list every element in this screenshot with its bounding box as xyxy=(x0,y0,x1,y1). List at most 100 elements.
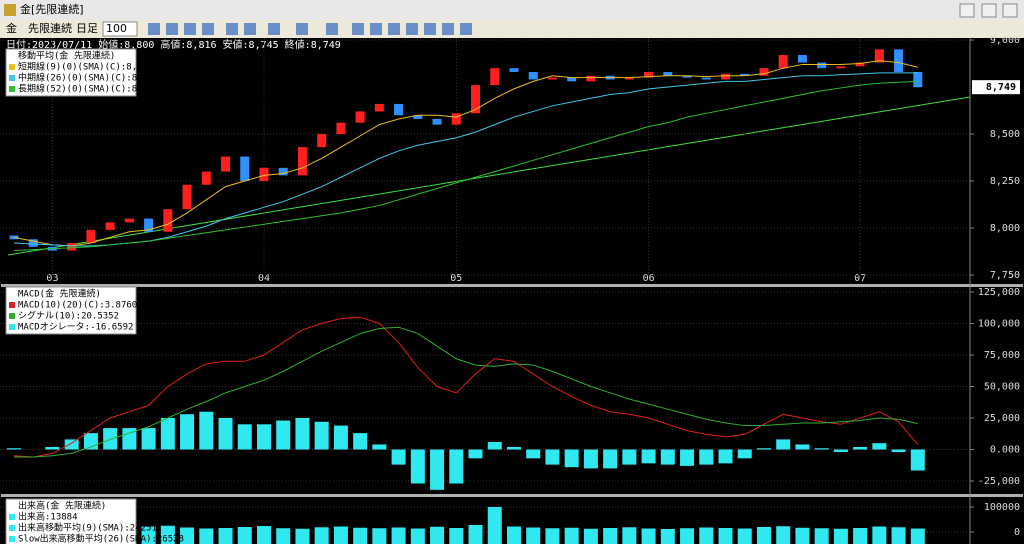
candle-body xyxy=(86,229,96,244)
oscillator-bar xyxy=(372,444,387,450)
oscillator-bar xyxy=(314,421,329,450)
volume-bar xyxy=(776,526,791,544)
volume-bar xyxy=(199,528,214,544)
volume-bar xyxy=(468,525,483,544)
candle-body xyxy=(67,243,77,251)
volume-bar xyxy=(391,527,406,544)
minimize-button[interactable] xyxy=(959,3,975,18)
oscillator-bar xyxy=(795,444,810,450)
candle-body xyxy=(567,77,577,82)
volume-bar xyxy=(622,527,637,544)
close-button[interactable] xyxy=(1002,3,1018,18)
volume-bar xyxy=(910,528,925,544)
volume-bar xyxy=(353,527,368,544)
volume-bar xyxy=(372,528,387,544)
candle-body xyxy=(240,156,250,181)
oscillator-bar xyxy=(603,449,618,469)
candle-body xyxy=(740,73,750,76)
legend-entry: 長期線(52)(0)(SMA)(C):8,780 xyxy=(18,83,159,95)
candle-body xyxy=(28,239,38,247)
oscillator-bar xyxy=(680,449,695,466)
x-tick-label: 03 xyxy=(46,273,58,284)
macd-line xyxy=(13,316,919,458)
oscillator-bar xyxy=(910,449,925,471)
volume-bar xyxy=(680,528,695,544)
legend-box xyxy=(5,48,137,97)
candle-body xyxy=(797,55,807,63)
info-line: 日付:2023/07/11 始値:8,800 高値:8,816 安値:8,745… xyxy=(6,38,341,51)
oscillator-bar xyxy=(141,428,156,450)
window-title: 金[先限連続] xyxy=(20,2,84,16)
candle-body xyxy=(163,209,173,232)
symbol-label[interactable]: 金 xyxy=(6,21,17,35)
candle-body xyxy=(201,171,211,185)
volume-bar xyxy=(641,528,656,544)
candle-body xyxy=(374,103,384,112)
candle-body xyxy=(836,66,846,69)
oscillator-bar xyxy=(833,449,848,453)
legend-entry: MACDオシレータ:-16.6592 xyxy=(18,322,133,333)
candle-body xyxy=(644,71,654,78)
volume-bar xyxy=(276,528,291,544)
legend-entry: 短期線(9)(0)(SMA)(C):8,855 xyxy=(18,61,153,73)
oscillator-bar xyxy=(699,449,714,465)
oscillator-bar xyxy=(776,439,791,450)
y-tick-label: 125,000 xyxy=(978,287,1020,298)
chart-area xyxy=(0,38,1024,544)
legend-swatch xyxy=(9,525,15,531)
candle-body xyxy=(432,118,442,125)
y-tick-label: 75,000 xyxy=(984,350,1020,361)
oscillator-bar xyxy=(256,424,271,450)
x-tick-label: 07 xyxy=(854,273,866,284)
legend-entry: シグナル(10):20.5352 xyxy=(18,310,119,322)
count-input[interactable] xyxy=(102,21,138,37)
oscillator-bar xyxy=(199,411,214,450)
y-tick-label: -25,000 xyxy=(978,476,1020,487)
candle-body xyxy=(278,167,288,176)
panel-divider xyxy=(1,494,1023,497)
oscillator-bar xyxy=(391,449,406,465)
oscillator-bar xyxy=(237,424,252,450)
y-tick-label: 100000 xyxy=(984,502,1020,513)
candle-body xyxy=(778,55,788,69)
oscillator-bar xyxy=(641,449,656,464)
x-tick-label: 06 xyxy=(643,273,655,284)
y-tick-label: 7,750 xyxy=(990,270,1020,281)
y-tick-label: 0 xyxy=(1014,527,1020,538)
count-value: 100 xyxy=(106,22,127,35)
volume-bar xyxy=(795,527,810,544)
candle-body xyxy=(913,71,923,88)
volume-bar xyxy=(487,507,502,544)
volume-bar xyxy=(737,528,752,544)
legend-swatch xyxy=(9,302,15,308)
oscillator-bar xyxy=(45,446,60,450)
volume-bar xyxy=(430,526,445,544)
x-tick-label: 05 xyxy=(450,273,462,284)
y-tick-label: 8,000 xyxy=(990,223,1020,234)
toolbar-icons[interactable] xyxy=(148,23,472,35)
volume-bar xyxy=(699,527,714,544)
app-icon xyxy=(4,4,16,16)
oscillator-bar xyxy=(160,418,175,450)
oscillator-bar xyxy=(122,428,137,450)
last-price-label: 8,749 xyxy=(986,82,1016,93)
period-select[interactable]: 日足 xyxy=(76,22,98,35)
oscillator-bar xyxy=(410,449,425,484)
maximize-button[interactable] xyxy=(981,3,997,18)
candle-body xyxy=(759,68,769,76)
legend-entry: MACD(10)(20)(C):3.8760 xyxy=(18,301,137,311)
moving-average xyxy=(13,60,918,247)
volume-bar xyxy=(314,527,329,544)
volume-bar xyxy=(333,526,348,544)
volume-bar xyxy=(718,528,733,544)
legend-swatch xyxy=(9,536,15,542)
macd-line xyxy=(14,326,918,458)
oscillator-bar xyxy=(718,449,733,464)
candle-body xyxy=(221,156,231,172)
contract-label[interactable]: 先限連続 xyxy=(28,21,72,35)
volume-bar xyxy=(545,528,560,544)
candle-body xyxy=(663,71,673,76)
candle-body xyxy=(721,73,731,80)
candle-body xyxy=(586,75,596,82)
